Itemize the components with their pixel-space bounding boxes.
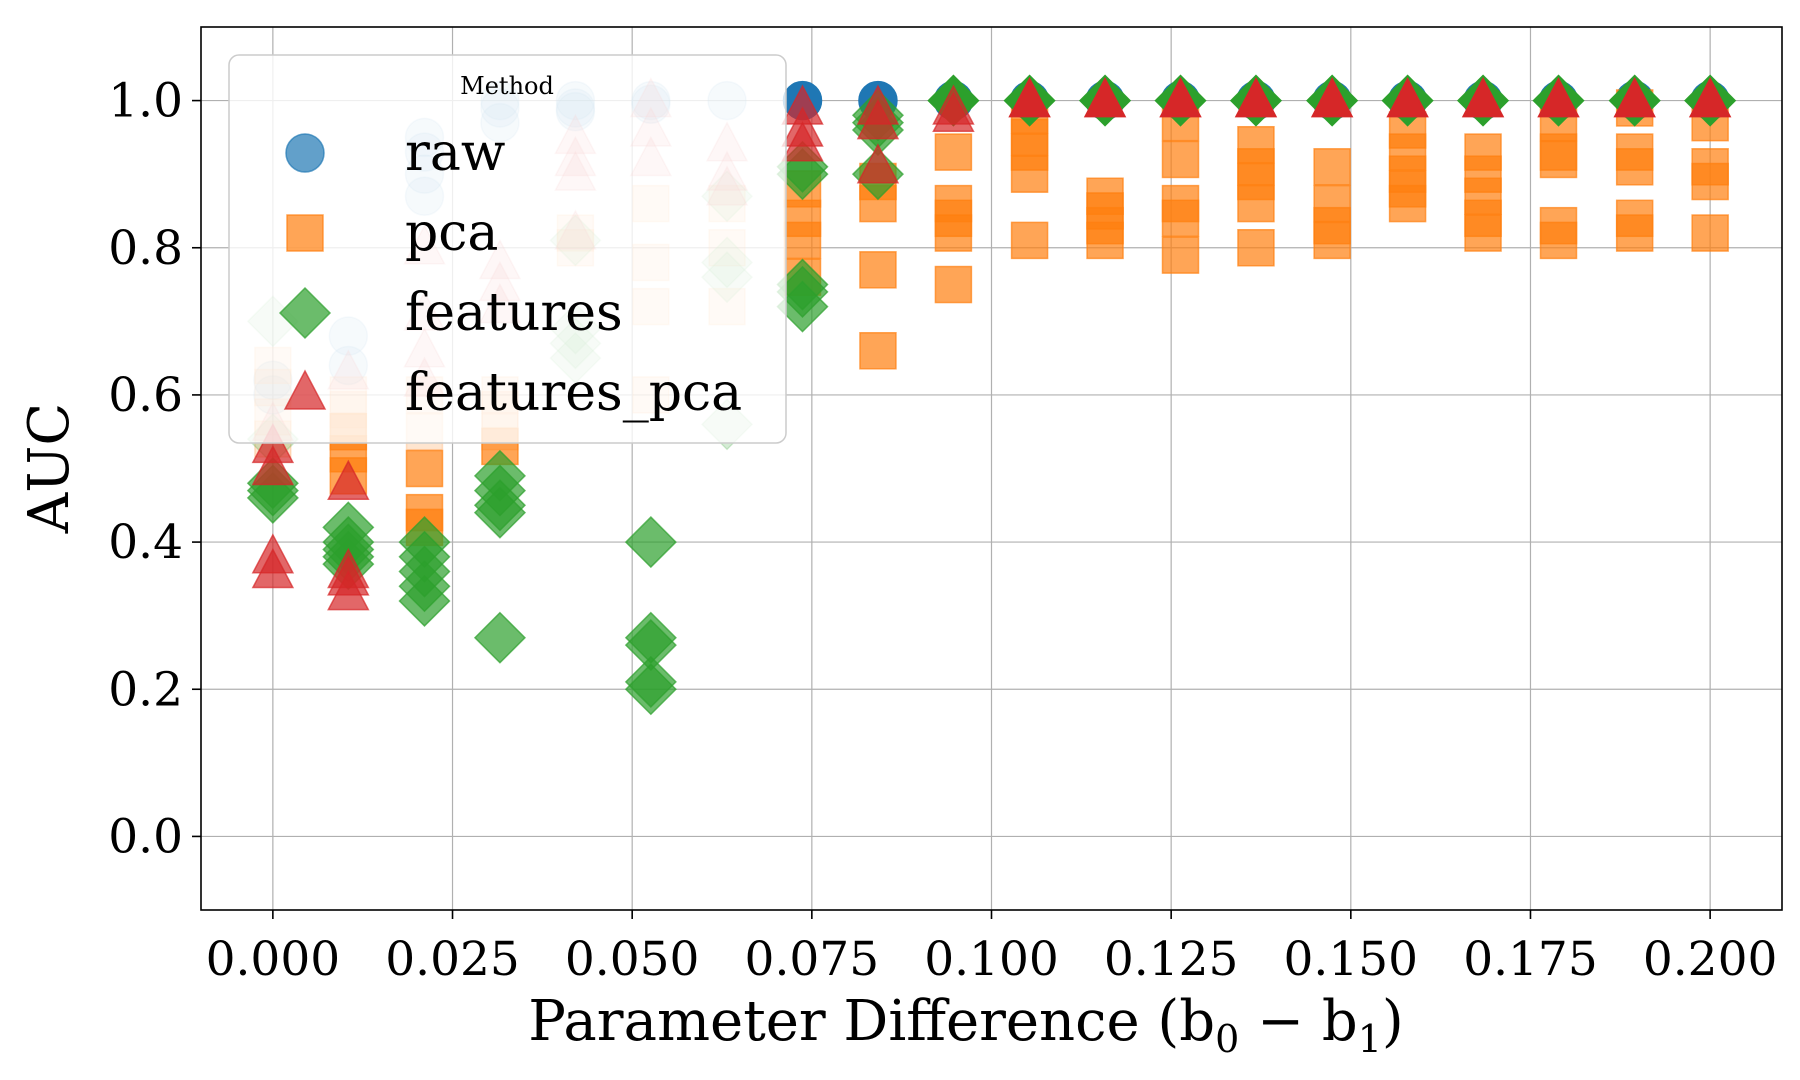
features-point (246, 471, 299, 524)
features_pca-point (1537, 76, 1580, 118)
features_pca-point (1386, 76, 1429, 118)
x-tick-label: 0.125 (1104, 932, 1239, 987)
pca-point (1161, 199, 1200, 238)
pca-point (1615, 214, 1654, 252)
pca-point (405, 449, 444, 488)
y-tick-label: 0.4 (108, 515, 183, 570)
pca-point (1086, 221, 1124, 260)
x-tick-labels: 0.000 0.025 0.050 0.075 0.100 0.125 0.150 0.175… (206, 932, 1778, 987)
legend: Method raw pca features features_pca (228, 54, 787, 444)
legend-marker-features_pca (283, 369, 327, 410)
features_pca-point (781, 121, 824, 162)
y-axis-label: AUC (17, 403, 82, 534)
features-point (624, 663, 677, 716)
pca-point (1691, 214, 1729, 252)
features_pca-point (1234, 76, 1278, 118)
pca-point (1010, 221, 1049, 260)
features_pca-point (1461, 76, 1505, 118)
features-point (473, 611, 527, 664)
x-tick-label: 0.050 (565, 932, 700, 987)
features_pca-point (327, 459, 370, 500)
features_pca-point (1008, 76, 1051, 118)
features_pca-point (327, 569, 370, 611)
legend-marker-raw (285, 133, 325, 173)
features_pca-point (856, 99, 900, 140)
features_pca-point (1688, 76, 1732, 118)
features-point (624, 516, 677, 569)
features_pca-point (251, 547, 295, 589)
x-tick-label: 0.075 (745, 932, 880, 987)
x-tick-label: 0.150 (1284, 932, 1419, 987)
y-tick-label: 1.0 (108, 74, 183, 129)
pca-point (1539, 140, 1578, 179)
features_pca-point (251, 444, 295, 486)
features_pca-point (1159, 76, 1202, 118)
legend-marker-pca (286, 214, 324, 252)
pca-point (1010, 155, 1049, 193)
pca-point (1464, 214, 1502, 252)
x-tick-label: 0.175 (1463, 932, 1598, 987)
features_pca-point (1613, 76, 1656, 118)
pca-point (859, 332, 897, 370)
y-tick-label: 0.2 (108, 662, 183, 717)
pca-point (934, 133, 973, 171)
x-axis-label: Parameter Difference (b0 − b1) (528, 989, 1403, 1061)
legend-label-pca: pca (405, 203, 498, 263)
features_pca-point (932, 91, 975, 133)
legend-marker-features (278, 286, 332, 340)
features-point (473, 486, 527, 539)
pca-point (1161, 236, 1200, 274)
legend-box (228, 54, 787, 444)
pca-point (934, 265, 973, 304)
pca-point (1313, 148, 1351, 186)
x-tick-label: 0.000 (206, 932, 341, 987)
pca-point (1161, 140, 1200, 179)
x-tick-label: 0.200 (1643, 932, 1778, 987)
pca-point (1615, 148, 1654, 186)
y-tick-labels: 0.0 0.2 0.4 0.6 0.8 1.0 (108, 74, 183, 865)
legend-entries: raw pca features features_pca (278, 123, 742, 423)
axis-ticks (192, 99, 1711, 919)
features_pca-point (1310, 76, 1354, 118)
pca-point (1539, 221, 1578, 260)
legend-label-features: features (405, 283, 623, 343)
legend-label-raw: raw (405, 123, 505, 183)
legend-title: Method (460, 72, 554, 100)
x-tick-label: 0.100 (924, 932, 1059, 987)
features-point (398, 574, 451, 628)
pca-point (1388, 184, 1427, 223)
features_pca-point (856, 143, 900, 184)
pca-point (783, 221, 822, 260)
y-tick-label: 0.0 (108, 809, 183, 864)
x-tick-label: 0.025 (385, 932, 520, 987)
features_pca-point (1083, 76, 1127, 118)
legend-label-features_pca: features_pca (405, 363, 742, 423)
pca-point (1237, 229, 1275, 267)
pca-point (1313, 221, 1351, 260)
y-tick-label: 0.6 (108, 368, 183, 423)
y-tick-label: 0.8 (108, 221, 183, 276)
pca-point (859, 251, 897, 289)
pca-point (1237, 184, 1275, 223)
pca-point (1691, 162, 1729, 201)
pca-point (934, 214, 973, 252)
